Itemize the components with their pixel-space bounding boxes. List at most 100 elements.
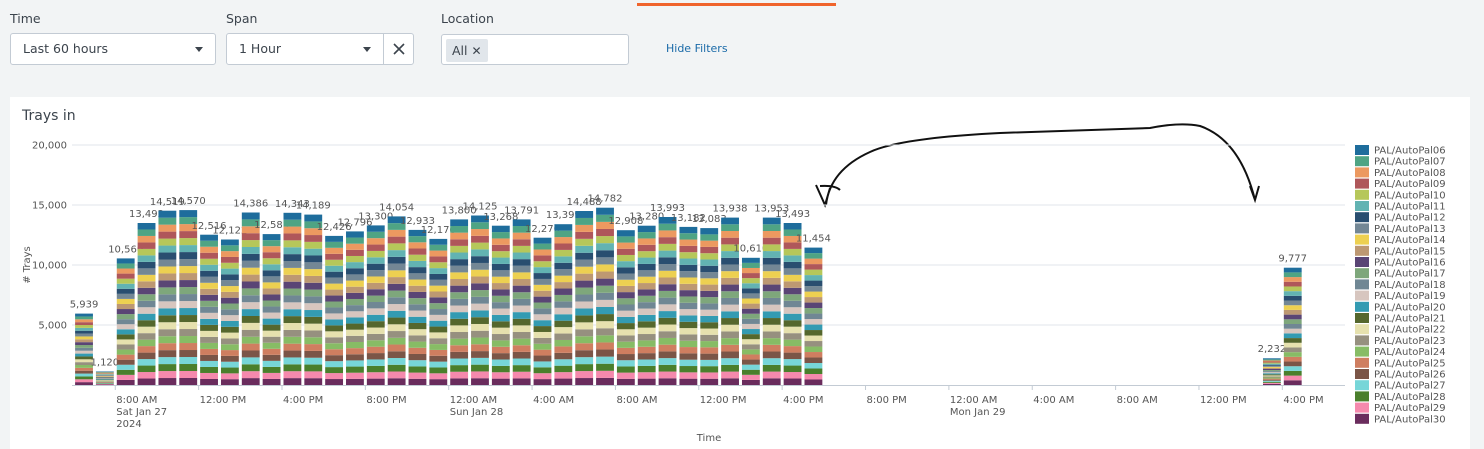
bar-segment (158, 266, 177, 274)
bar-segment (783, 294, 802, 301)
bar-segment (596, 356, 614, 364)
bar-segment (220, 262, 239, 269)
bar-segment (1262, 377, 1281, 379)
bar-segment (429, 285, 448, 292)
selected-chip[interactable]: All ✕ (446, 39, 488, 62)
bar-segment (679, 283, 698, 291)
bar-segment (450, 239, 469, 246)
bar-segment (533, 314, 552, 321)
bar-segment (304, 241, 323, 249)
total-label: 12,270 (525, 224, 560, 235)
bar-segment (450, 245, 469, 253)
bar-segment (429, 250, 448, 257)
bar-segment (95, 384, 114, 385)
total-label: 9,777 (1278, 254, 1307, 265)
bar-segment (137, 313, 156, 321)
bar-segment (366, 289, 385, 296)
bar-segment (137, 229, 156, 236)
bar-segment (220, 315, 239, 321)
clear-button[interactable] (383, 33, 414, 65)
bar-segment (304, 275, 323, 283)
bar-segment (491, 340, 510, 347)
bar-segment (116, 329, 135, 335)
bar-segment (429, 256, 448, 263)
bar-segment (137, 294, 156, 301)
legend-swatch (1355, 156, 1369, 167)
bar-segment (512, 358, 531, 366)
bar-segment (783, 365, 802, 373)
bar-segment (721, 244, 739, 252)
bar-segment (408, 360, 427, 367)
bar-segment (575, 217, 594, 225)
bar-segment (700, 303, 719, 310)
bar-segment (491, 244, 510, 252)
bar-segment (575, 357, 594, 365)
bar-segment (95, 376, 114, 377)
bar-segment (408, 341, 427, 348)
bar-segment (637, 289, 656, 296)
bar-segment (471, 344, 489, 352)
bar-segment (220, 338, 239, 345)
bar-segment (75, 365, 93, 368)
bar-segment (491, 372, 510, 379)
bar-segment (304, 214, 323, 222)
bar-segment (200, 318, 218, 325)
bar-segment (741, 329, 760, 335)
bar-segment (346, 329, 364, 336)
bar-segment (262, 246, 281, 253)
bar-segment (116, 379, 135, 385)
bar-segment (762, 297, 781, 305)
bar-segment (637, 359, 656, 366)
bar-segment (804, 269, 823, 276)
bar-segment (429, 244, 448, 251)
bar-segment (137, 333, 156, 340)
bar-segment (116, 339, 135, 345)
bar-segment (220, 344, 239, 351)
time-dropdown[interactable]: Last 60 hours (10, 33, 216, 65)
bar-segment (262, 336, 281, 343)
bar-segment (721, 378, 739, 385)
bar-segment (116, 268, 135, 274)
legend-label: PAL/AutoPal23 (1374, 336, 1446, 347)
bar-segment (366, 308, 385, 315)
bar-segment (95, 375, 114, 376)
bar-segment (179, 287, 198, 295)
bar-segment (116, 334, 135, 340)
chip-text: All (452, 43, 468, 58)
hand-drawn-arrow (815, 123, 1260, 208)
bar-segment (804, 286, 823, 292)
legend-label: PAL/AutoPal06 (1374, 146, 1446, 157)
bar-segment (512, 305, 531, 313)
bar-segment (596, 285, 614, 293)
bar-segment (304, 255, 323, 263)
bar-segment (575, 371, 594, 379)
x-tick-label: 8:00 PM (867, 395, 907, 406)
bar-segment (137, 242, 156, 249)
location-multiselect[interactable]: All ✕ (441, 34, 629, 65)
bar-segment (783, 287, 802, 295)
bar-segment (721, 311, 739, 319)
bar-segment (471, 337, 489, 345)
bar-segment (95, 371, 114, 373)
bar-segment (721, 230, 739, 238)
bar-segment (346, 341, 364, 349)
bar-segment (387, 317, 406, 325)
total-label: 14,782 (588, 194, 623, 205)
bar-segment (679, 252, 698, 259)
bar-segment (304, 337, 323, 345)
bar-segment (679, 245, 698, 253)
bar-segment (637, 302, 656, 309)
bar-segment (137, 261, 156, 269)
bar-segment (1262, 372, 1281, 374)
bar-segment (158, 252, 177, 260)
bar-segment (721, 351, 739, 359)
hide-filters-link[interactable]: Hide Filters (666, 42, 728, 55)
bar-segment (116, 374, 135, 380)
bar-segment (325, 295, 344, 302)
x-tick-label: 12:00 PM (200, 395, 247, 406)
bar-segment (408, 291, 427, 299)
legend-label: PAL/AutoPal26 (1374, 370, 1446, 381)
bar-segment (762, 331, 781, 339)
total-label: 2,232 (1258, 344, 1287, 355)
total-label: 14,570 (171, 196, 206, 207)
